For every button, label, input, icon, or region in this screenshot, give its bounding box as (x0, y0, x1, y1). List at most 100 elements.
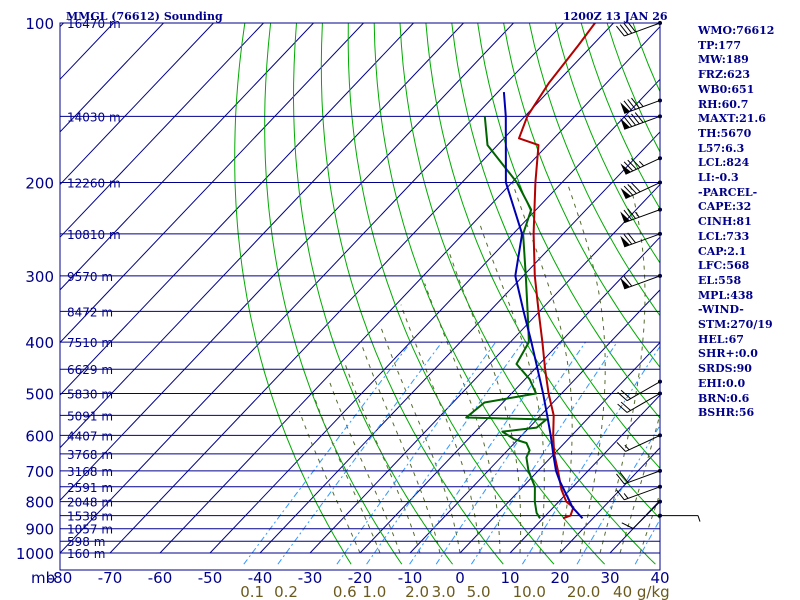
isotherm-line (409, 289, 660, 554)
temperature-tick-label: -40 (248, 569, 273, 587)
isotherm-line (60, 23, 464, 449)
wind-barb-flag (631, 158, 641, 168)
mixing-ratio-line (435, 341, 586, 565)
temperature-tick-label: -10 (398, 569, 423, 587)
wind-barb-flag (617, 403, 628, 413)
height-label: 9570 m (67, 270, 113, 284)
wind-barb-flag (627, 115, 636, 126)
index-row: LCL:824 (698, 156, 750, 170)
height-label: 2591 m (67, 481, 113, 495)
pressure-tick-label: 1000 (16, 545, 54, 563)
wind-barb-staff (626, 381, 661, 402)
wind-barb (617, 391, 662, 413)
mixing-ratio-label: 20.0 (567, 583, 600, 600)
wind-barb-staff (624, 470, 661, 485)
indices-panel: WMO:76612 TP:177 MW:189 FRZ:623 WB0:651 RH:60… (698, 24, 798, 421)
index-row: SRDS:90 (698, 362, 752, 376)
dry-adiabat-line (264, 23, 403, 565)
index-row: EL:558 (698, 273, 742, 287)
dry-adiabat-line (451, 23, 660, 470)
index-row: MPL:438 (698, 288, 754, 302)
wind-barb-staff (625, 157, 661, 175)
temperature-tick-label: 10 (500, 569, 519, 587)
wind-barb-pennant (620, 277, 630, 289)
wind-barb-flag (616, 25, 625, 37)
wind-barb-flag (619, 24, 629, 35)
moist-adiabat-line (448, 251, 522, 554)
wind-barb (620, 97, 662, 114)
isotherm-line (559, 447, 660, 554)
pressure-tick-label: 100 (25, 15, 54, 33)
index-row: LCL:733 (698, 229, 750, 243)
index-row: WB0:651 (698, 82, 755, 96)
dry-adiabat-line (347, 23, 555, 565)
index-row: CAP:2.1 (698, 244, 747, 258)
temperature-tick-label: 20 (550, 569, 569, 587)
isotherm-line (359, 236, 660, 554)
temperature-tick-label: -50 (198, 569, 223, 587)
pressure-tick-label: 500 (25, 385, 54, 403)
pressure-tick-label: 800 (25, 494, 54, 512)
isotherm-line (60, 23, 564, 554)
dry-adiabat-line (528, 23, 660, 317)
index-row: -WIND- (698, 303, 744, 317)
wind-barb-flag (623, 185, 634, 196)
index-row: WMO:76612 (698, 24, 775, 37)
moist-adiabat-line (344, 363, 421, 554)
mixing-ratio-line (634, 518, 660, 565)
moist-adiabat-line (298, 411, 361, 554)
mixing-ratio-label: 0.2 (274, 583, 298, 600)
height-label: 160 m (67, 547, 105, 561)
wind-barb-flag (635, 211, 640, 218)
mixing-ratio-label: 3.0 (432, 583, 456, 600)
wind-barb-flag (627, 21, 636, 33)
wind-barb (616, 433, 662, 452)
height-label: 14030 m (67, 110, 121, 124)
wind-barb-pennant (620, 187, 631, 199)
moist-adiabat-line (424, 283, 501, 554)
isotherm-line (60, 23, 514, 502)
wind-barb-flag (627, 99, 636, 110)
wind-barb-flag (697, 515, 701, 522)
wind-barb (658, 513, 701, 522)
temperature-tick-label: -20 (348, 569, 373, 587)
height-label: 12260 m (67, 177, 121, 191)
wind-barb (620, 231, 662, 248)
plot-frame (59, 22, 661, 571)
wind-barb-flag (624, 444, 630, 451)
wind-barb-flag (620, 389, 631, 400)
wind-barb-staff (624, 22, 661, 37)
index-row: CAPE:32 (698, 200, 752, 214)
wind-barb-staff (625, 434, 661, 452)
wind-barb-flag (627, 232, 636, 244)
wind-barb-flag (623, 493, 629, 499)
isotherm-line (60, 23, 214, 186)
moist-adiabat-line (479, 224, 545, 554)
wind-barb-flag (623, 275, 633, 287)
temperature-tick-label: -60 (148, 569, 173, 587)
isotherm-line (459, 341, 660, 554)
index-row: LI:-0.3 (698, 171, 739, 185)
mixing-ratio-label: 5.0 (467, 583, 491, 600)
mixing-ratio-label: 40 g/kg (613, 583, 670, 600)
mixing-ratio-line (521, 345, 660, 565)
wind-barb-flag (616, 489, 625, 501)
dry-adiabat-line (399, 23, 656, 565)
index-row: RH:60.7 (698, 97, 749, 111)
wind-barb-pennant (620, 235, 630, 247)
wind-barb-flag (627, 184, 637, 194)
mixing-ratio-label: 10.0 (513, 583, 546, 600)
height-label: 16470 m (67, 17, 121, 31)
temperature-tick-label: -70 (98, 569, 123, 587)
index-row: LFC:568 (698, 259, 750, 273)
mixing-ratio-line (366, 341, 524, 565)
dry-adiabat-line (425, 23, 660, 520)
pressure-tick-label: 200 (25, 175, 54, 193)
temperature-tick-label: -30 (298, 569, 323, 587)
height-label: 10810 m (67, 228, 121, 242)
mixing-ratio-label: 1.0 (362, 583, 386, 600)
dry-adiabat-line (503, 23, 660, 368)
wind-barb-flag (616, 441, 626, 452)
valid-time: 1200Z 13 JAN 26 (563, 10, 668, 23)
wind-barb (620, 207, 662, 224)
